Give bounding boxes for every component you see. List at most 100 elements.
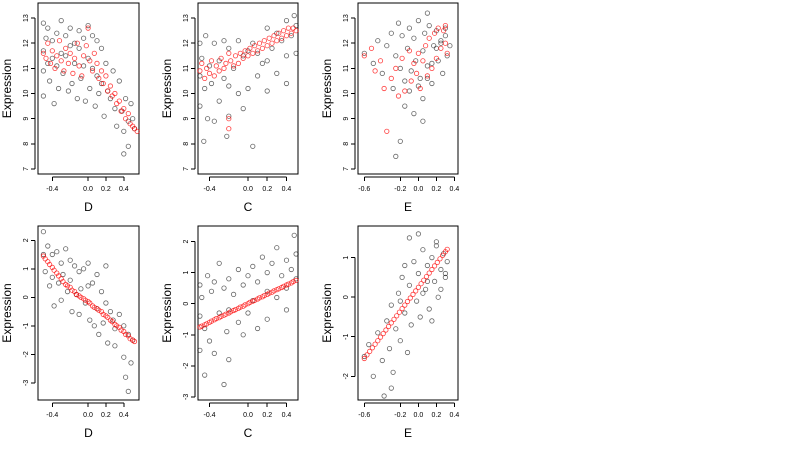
data-point	[276, 30, 282, 36]
data-point	[100, 311, 106, 317]
data-point	[255, 48, 261, 54]
data-point	[406, 48, 412, 54]
data-point	[226, 356, 232, 363]
data-point	[67, 50, 73, 56]
data-point	[40, 93, 47, 99]
data-point	[247, 299, 253, 305]
data-point	[250, 143, 256, 149]
data-point	[87, 58, 93, 64]
data-point	[131, 126, 138, 132]
data-point	[55, 280, 62, 286]
data-point	[67, 277, 73, 283]
data-point	[208, 80, 215, 87]
data-point	[440, 252, 446, 258]
data-point	[58, 260, 64, 266]
data-point	[208, 288, 215, 294]
data-point	[399, 33, 405, 39]
y-axis-title: Expression	[320, 59, 334, 118]
data-point	[87, 85, 93, 92]
data-point	[384, 128, 390, 134]
data-point	[87, 300, 93, 306]
data-point	[199, 294, 205, 301]
data-point	[60, 271, 66, 278]
data-point	[63, 45, 69, 51]
data-point	[429, 266, 435, 273]
data-point	[226, 45, 232, 51]
data-point	[226, 276, 232, 282]
data-point	[274, 294, 280, 301]
data-point	[385, 323, 392, 329]
y-tick-label: 11	[23, 65, 30, 72]
data-point	[224, 328, 230, 335]
chart-panel-top-middle: -0.4 0.0 0.2 0.4 7 8 9 10 11 12 13 C Expression	[160, 2, 299, 214]
data-point	[51, 267, 57, 273]
data-point	[216, 260, 222, 266]
data-point	[420, 247, 426, 253]
series-red	[40, 25, 140, 134]
y-tick-label: 7	[23, 167, 30, 171]
data-point	[40, 48, 47, 54]
series-black	[197, 13, 299, 149]
data-point	[49, 274, 55, 280]
data-point	[121, 354, 127, 360]
data-point	[54, 30, 60, 36]
data-point	[47, 60, 54, 67]
data-point	[110, 68, 116, 74]
y-tick-label: -3	[183, 394, 190, 400]
data-point	[45, 40, 51, 46]
x-tick-label: 0.2	[262, 412, 272, 419]
data-point	[109, 318, 115, 325]
data-point	[91, 50, 97, 56]
y-tick-label: -1	[23, 323, 30, 329]
data-point	[364, 352, 370, 358]
y-tick-label: 0	[23, 295, 30, 299]
x-axis-title: E	[404, 426, 412, 440]
series-black	[361, 10, 453, 159]
data-point	[72, 60, 78, 67]
data-point	[290, 278, 296, 285]
data-point	[63, 53, 69, 59]
data-point	[433, 45, 439, 51]
data-point	[435, 294, 441, 300]
data-point	[408, 68, 414, 74]
y-tick-label: 10	[23, 90, 30, 98]
data-point	[52, 65, 58, 72]
data-point	[94, 60, 100, 67]
data-point	[89, 33, 96, 39]
data-point	[78, 286, 84, 292]
data-point	[397, 338, 403, 344]
data-point	[369, 345, 375, 351]
data-point	[123, 374, 129, 380]
y-tick-label: 8	[343, 142, 350, 146]
y-axis-title: Expression	[0, 283, 14, 342]
y-tick-label: 9	[183, 117, 190, 121]
data-point	[444, 50, 450, 56]
data-point	[393, 53, 399, 59]
data-point	[43, 55, 49, 61]
data-point	[410, 291, 416, 297]
data-point	[426, 306, 432, 312]
data-point	[235, 90, 241, 97]
data-point	[285, 281, 291, 287]
data-point	[264, 43, 270, 49]
chart-panel-bottom-middle: -0.4 0.0 0.2 0.4 -3 -2 -1 0 1 2 C Expression	[160, 225, 299, 440]
data-point	[58, 297, 64, 303]
data-point	[208, 318, 215, 324]
data-point	[399, 305, 405, 312]
y-axis-title: Expression	[320, 283, 334, 342]
x-tick-label: 0.2	[432, 186, 442, 193]
x-tick-label: 0.4	[119, 412, 129, 419]
series-black	[361, 231, 450, 399]
data-point	[293, 277, 299, 283]
data-point	[69, 80, 75, 87]
y-tick-label: 10	[343, 90, 350, 98]
data-point	[58, 17, 64, 24]
data-point	[65, 88, 72, 94]
data-point	[413, 70, 420, 77]
data-point	[288, 30, 294, 36]
data-point	[242, 302, 248, 308]
data-point	[226, 116, 232, 122]
data-point	[259, 60, 265, 67]
data-point	[438, 286, 444, 292]
